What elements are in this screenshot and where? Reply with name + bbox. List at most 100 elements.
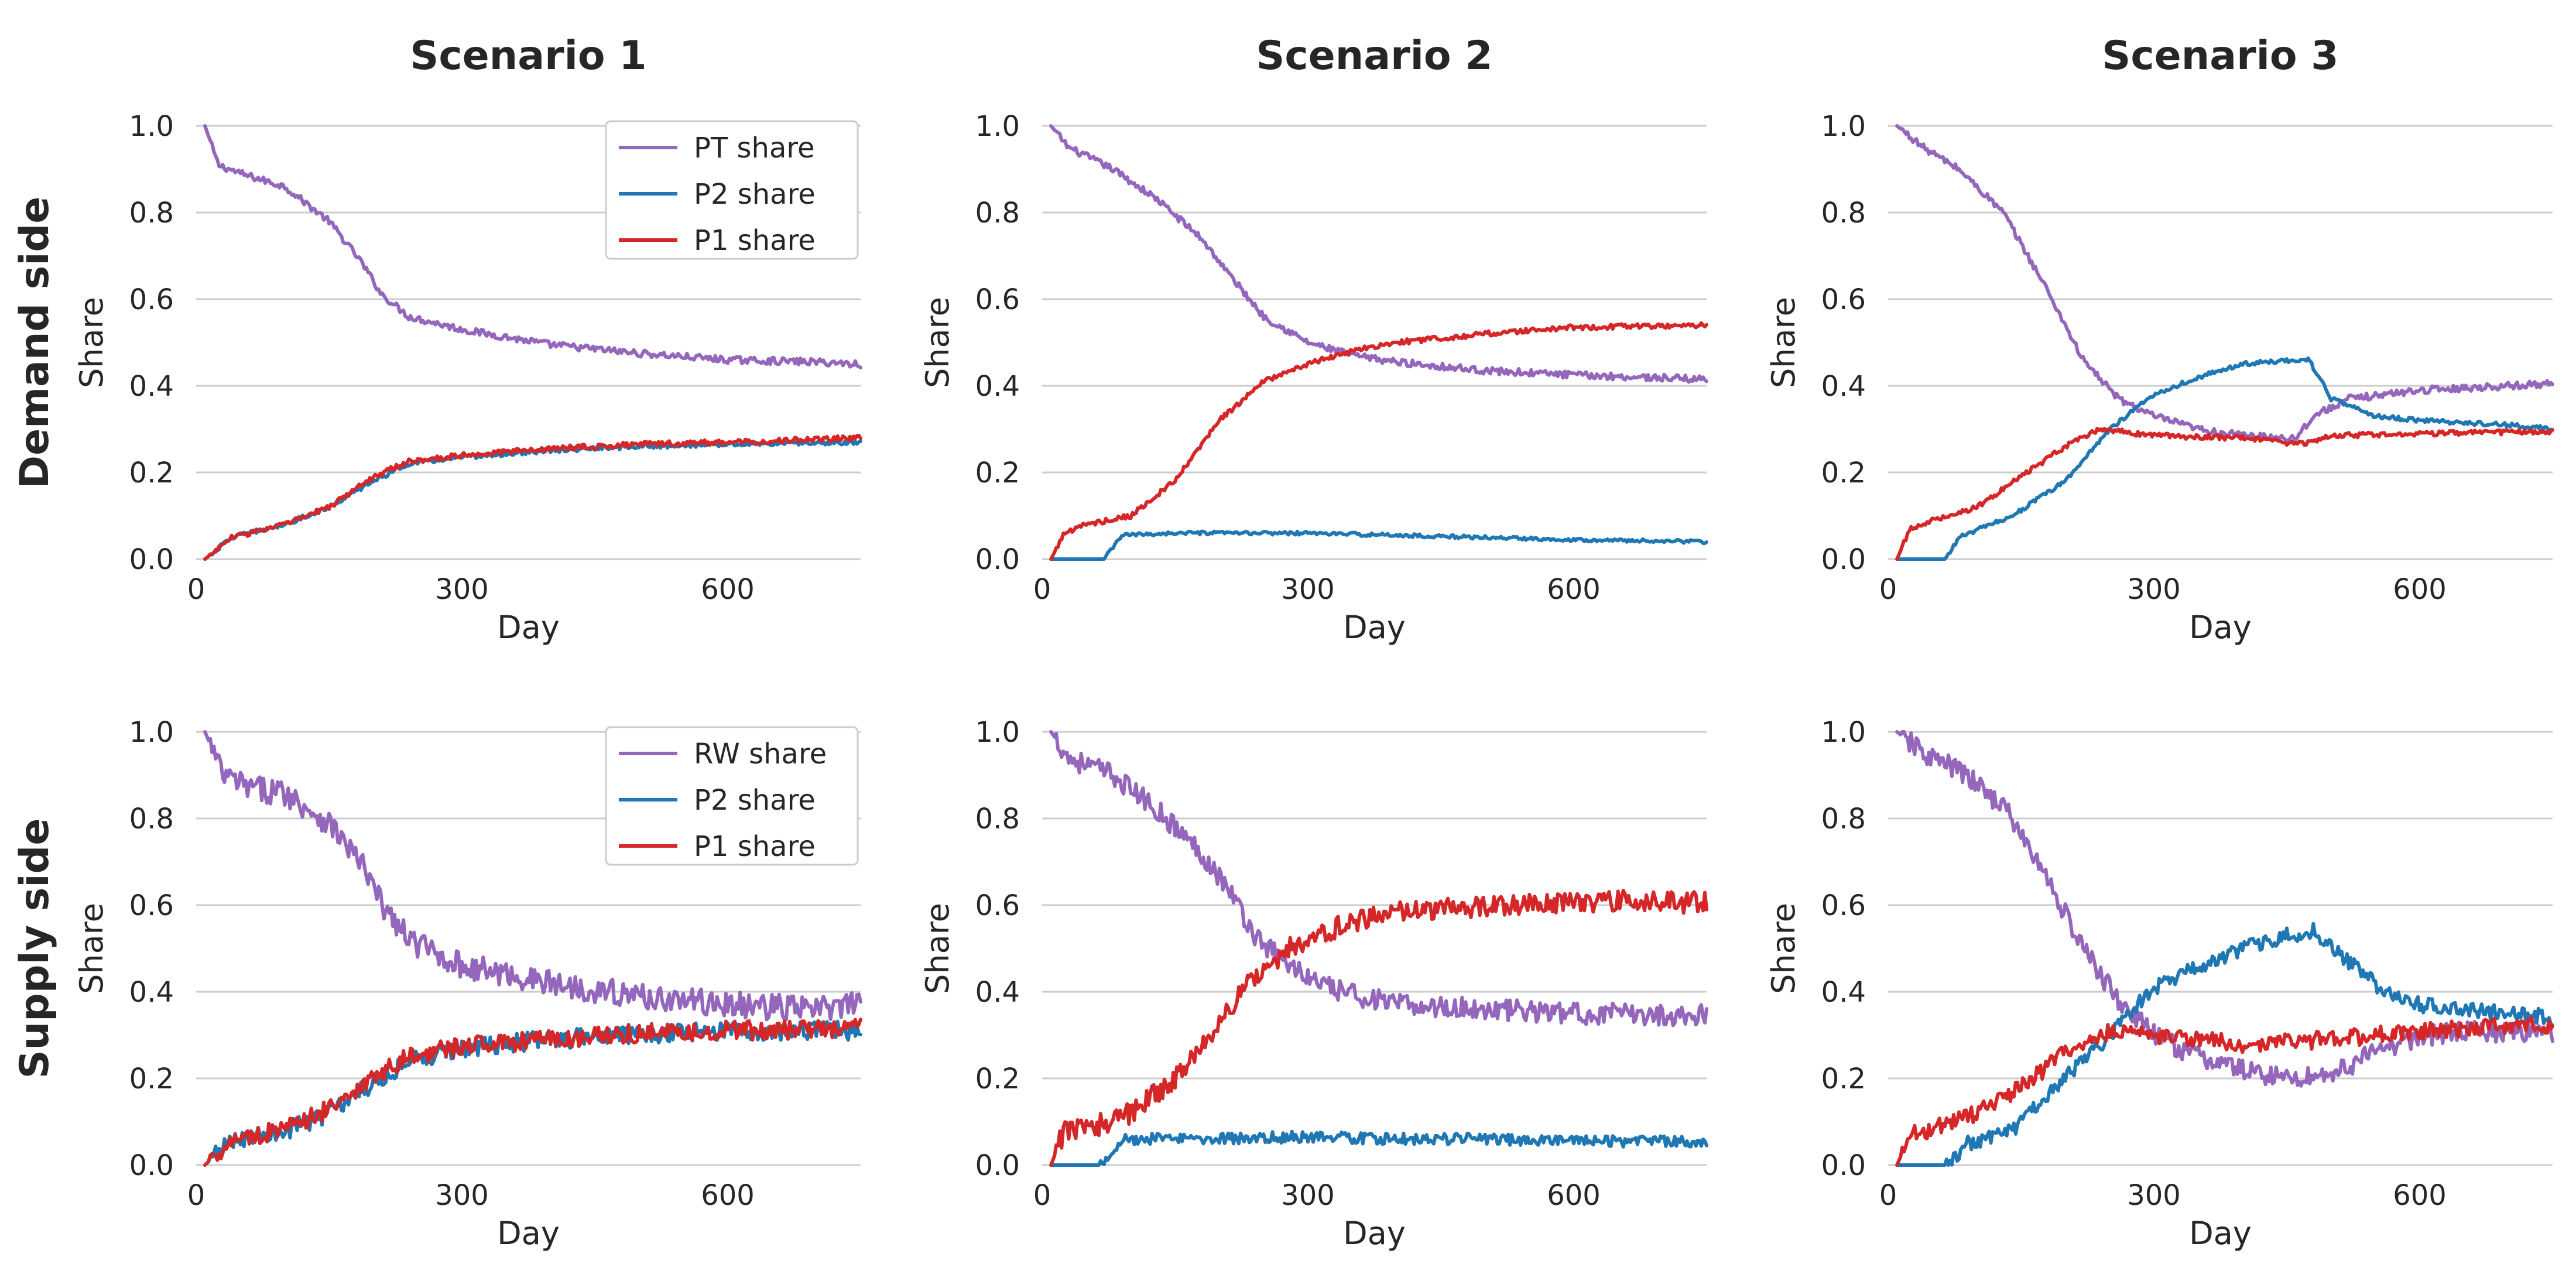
x-tick-label: 600 [701,1179,755,1212]
y-tick-label: 0.4 [975,370,1020,403]
x-tick-label: 300 [2127,573,2181,606]
y-tick-label: 0.4 [1821,370,1866,403]
series-line-1 [203,730,862,1022]
x-tick-label: 300 [2127,1179,2181,1212]
y-tick-label: 0.6 [129,889,174,922]
y-tick-label: 0.2 [129,1063,174,1095]
y-tick-label: 0.0 [1821,1149,1866,1182]
y-tick-label: 0.2 [1821,457,1866,489]
y-tick-label: 0.2 [129,457,174,489]
panel-4: 0.0 0.2 0.4 0.6 0.8 1.0 0 300 600 Day Share Supply … [12,716,862,1252]
series-line-1 [1895,730,2554,1088]
y-tick-label: 0.8 [129,197,174,229]
x-tick-label: 300 [435,573,489,606]
y-tick-label: 1.0 [129,716,174,749]
panel-2: 0.0 0.2 0.4 0.6 0.8 1.0 0 300 600 Day Share Scenari… [919,33,1708,646]
x-tick-label: 300 [435,1179,489,1212]
y-tick-label: 0.6 [129,283,174,316]
y-tick-label: 0.0 [975,1149,1020,1182]
y-tick-label: 0.4 [129,370,174,403]
y-axis-label: Share [73,297,110,388]
x-axis-label: Day [497,1215,560,1252]
x-tick-label: 600 [701,573,755,606]
y-tick-label: 0.8 [975,803,1020,835]
y-tick-label: 1.0 [1821,716,1866,749]
x-axis-label: Day [2189,609,2252,646]
x-tick-label: 300 [1281,1179,1335,1212]
y-tick-label: 0.2 [1821,1063,1866,1095]
y-tick-label: 1.0 [975,110,1020,143]
y-axis-label: Share [919,903,956,994]
legend: RW share P2 share P1 share [605,726,859,866]
series-line-1 [203,124,862,369]
y-tick-label: 0.4 [1821,976,1866,1009]
y-tick-label: 0.8 [1821,197,1866,229]
legend-label: P2 share [694,784,816,817]
y-tick-label: 0.4 [129,976,174,1009]
legend-box [605,120,859,260]
y-tick-label: 0.0 [975,543,1020,576]
series-line-3 [1895,426,2554,561]
y-tick-label: 0.4 [975,976,1020,1009]
x-axis-label: Day [497,609,560,646]
series-line-2 [203,1019,862,1167]
series-line-2 [1895,356,2554,561]
y-axis-label: Share [1765,297,1802,388]
series-line-2 [1049,529,1708,561]
y-tick-label: 0.8 [129,803,174,835]
x-tick-label: 0 [1879,1179,1897,1212]
legend-label: PT share [694,132,815,165]
series-line-3 [203,1018,862,1167]
series-line-1 [1049,124,1708,384]
y-tick-label: 0.0 [129,543,174,576]
y-tick-label: 0.6 [1821,889,1866,922]
x-tick-label: 0 [1879,573,1897,606]
panel-title: Scenario 2 [1256,33,1492,79]
y-tick-label: 0.0 [1821,543,1866,576]
y-tick-label: 0.8 [975,197,1020,229]
panel-5: 0.0 0.2 0.4 0.6 0.8 1.0 0 300 600 Day Share [919,716,1708,1252]
legend-label: P1 share [694,224,816,257]
y-tick-label: 0.0 [129,1149,174,1182]
x-tick-label: 600 [1547,1179,1601,1212]
x-tick-label: 0 [187,573,205,606]
panel-title: Scenario 3 [2102,33,2338,79]
x-tick-label: 600 [2393,1179,2447,1212]
legend-label: P1 share [694,830,816,863]
x-tick-label: 0 [1033,573,1051,606]
y-axis-label: Share [73,903,110,994]
row-label: Demand side [12,197,58,489]
y-tick-label: 1.0 [1821,110,1866,143]
y-tick-label: 0.6 [975,283,1020,316]
series-line-2 [1049,1129,1708,1167]
legend-label: P2 share [694,178,816,211]
x-tick-label: 0 [187,1179,205,1212]
y-tick-label: 0.2 [975,1063,1020,1095]
x-axis-label: Day [1343,1215,1406,1252]
y-tick-label: 1.0 [129,110,174,143]
x-axis-label: Day [2189,1215,2252,1252]
y-tick-label: 0.6 [975,889,1020,922]
series-line-2 [1895,922,2554,1167]
panel-3: 0.0 0.2 0.4 0.6 0.8 1.0 0 300 600 Day Share Scenari… [1765,33,2554,646]
x-axis-label: Day [1343,609,1406,646]
series-line-1 [1049,730,1708,1027]
y-tick-label: 0.2 [975,457,1020,489]
series-line-3 [1049,321,1708,561]
legend-box [605,726,859,866]
row-label: Supply side [12,818,58,1079]
legend-label: RW share [694,738,827,770]
series-line-3 [1895,1016,2554,1167]
y-tick-label: 1.0 [975,716,1020,749]
y-axis-label: Share [1765,903,1802,994]
x-tick-label: 600 [1547,573,1601,606]
y-tick-label: 0.6 [1821,283,1866,316]
panel-title: Scenario 1 [410,33,646,79]
series-line-3 [1049,889,1708,1167]
y-axis-label: Share [919,297,956,388]
legend: PT share P2 share P1 share [605,120,859,260]
series-line-2 [203,439,862,561]
x-tick-label: 300 [1281,573,1335,606]
panel-6: 0.0 0.2 0.4 0.6 0.8 1.0 0 300 600 Day Share [1765,716,2554,1252]
